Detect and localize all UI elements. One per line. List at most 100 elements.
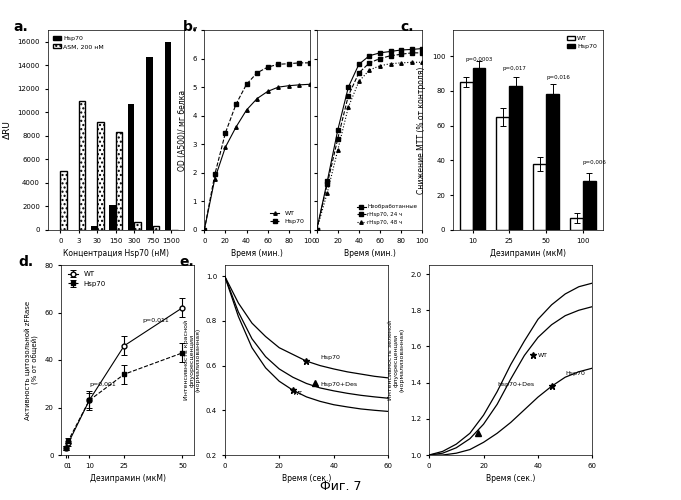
X-axis label: Время (мин.): Время (мин.) — [231, 249, 283, 258]
Hsp70+Des — [466, 430, 474, 436]
Hsp70 — [262, 334, 270, 340]
Bar — [128, 104, 134, 230]
Hsp70 — [507, 420, 515, 426]
Hsp70 — [370, 374, 379, 380]
WT — [262, 365, 270, 371]
WT — [289, 387, 297, 393]
Hsp70+Des — [439, 448, 447, 454]
Hsp70+Des — [561, 291, 569, 297]
Y-axis label: Интенсивность красной
флуоресценции
(нормализованная): Интенсивность красной флуоресценции (нор… — [184, 320, 200, 400]
Line: Hsp70+Des: Hsp70+Des — [429, 283, 592, 455]
WT — [232, 124, 240, 130]
WT — [425, 452, 433, 458]
Bar — [79, 100, 85, 230]
Hsp70 — [575, 369, 583, 375]
Hsp70 — [302, 358, 311, 364]
Text: p=0,0003: p=0,0003 — [466, 58, 493, 62]
Text: e.: e. — [179, 256, 193, 270]
WT — [534, 334, 542, 340]
Text: p=0,006: p=0,006 — [583, 160, 607, 165]
WT — [242, 107, 251, 113]
Bar — [546, 94, 559, 230]
X-axis label: Время (сек.): Время (сек.) — [282, 474, 331, 483]
Необработанные — [313, 227, 321, 233]
WT — [295, 82, 303, 88]
Legend: WT, Hsp70: WT, Hsp70 — [65, 268, 108, 289]
WT — [330, 402, 338, 407]
X-axis label: Время (мин.): Время (мин.) — [343, 249, 396, 258]
Hsp70 — [275, 344, 283, 350]
Hsp70+Des — [493, 388, 501, 394]
Bar — [134, 222, 141, 230]
Hsp70 — [330, 366, 338, 372]
Hsp70 — [452, 450, 460, 456]
Y-axis label: OD (A500)/ мг белка: OD (A500)/ мг белка — [178, 90, 187, 170]
Y-axis label: Снижение МТТ (% от контроля): Снижение МТТ (% от контроля) — [417, 66, 426, 194]
rHsp70, 48 ч — [365, 67, 373, 73]
Hsp70+Des — [289, 374, 297, 380]
Text: Hsp70: Hsp70 — [565, 372, 585, 376]
rHsp70, 24 ч — [344, 92, 353, 98]
Hsp70 — [561, 374, 569, 380]
Text: Hsp70+Des: Hsp70+Des — [497, 382, 535, 387]
rHsp70, 24 ч — [418, 50, 426, 56]
WT — [507, 376, 515, 382]
Необработанные — [386, 48, 394, 54]
WT — [302, 394, 311, 400]
X-axis label: Время (сек.): Время (сек.) — [486, 474, 535, 483]
Hsp70+Des — [479, 412, 488, 418]
WT — [221, 273, 229, 279]
Hsp70+Des — [575, 284, 583, 290]
Hsp70 — [253, 70, 261, 76]
Hsp70+Des — [425, 452, 433, 458]
Hsp70 — [479, 440, 488, 446]
Bar — [110, 206, 116, 230]
Hsp70 — [384, 375, 392, 381]
Text: Hsp70: Hsp70 — [320, 355, 340, 360]
WT — [452, 445, 460, 451]
rHsp70, 24 ч — [355, 70, 363, 76]
Hsp70 — [234, 300, 242, 306]
Text: WT: WT — [293, 390, 303, 396]
WT — [248, 344, 256, 350]
rHsp70, 24 ч — [407, 50, 415, 56]
Hsp70 — [548, 383, 556, 389]
WT — [561, 312, 569, 318]
Line: Hsp70: Hsp70 — [202, 61, 312, 232]
Необработанные — [407, 46, 415, 52]
Text: a.: a. — [14, 20, 29, 34]
Text: c.: c. — [400, 20, 414, 34]
Hsp70 — [274, 62, 282, 68]
Hsp70+Des — [302, 380, 311, 386]
Text: d.: d. — [19, 256, 34, 270]
Bar — [509, 86, 522, 230]
Hsp70 — [520, 407, 528, 413]
Line: Hsp70: Hsp70 — [225, 276, 388, 378]
Hsp70+Des — [370, 394, 379, 400]
rHsp70, 48 ч — [376, 62, 384, 68]
rHsp70, 24 ч — [365, 60, 373, 66]
Bar — [116, 132, 122, 230]
rHsp70, 24 ч — [397, 52, 405, 58]
Text: p=0,016: p=0,016 — [546, 74, 570, 80]
Line: Hsp70+Des: Hsp70+Des — [225, 276, 388, 398]
Hsp70 — [285, 60, 293, 66]
Hsp70 — [425, 452, 433, 458]
WT — [264, 88, 272, 94]
Hsp70+Des — [343, 390, 351, 396]
Bar — [533, 164, 546, 230]
Hsp70 — [493, 430, 501, 436]
Text: p=0,017: p=0,017 — [503, 66, 526, 71]
rHsp70, 24 ч — [323, 182, 331, 188]
Необработанные — [418, 46, 426, 52]
Hsp70+Des — [248, 336, 256, 342]
Hsp70 — [316, 362, 324, 368]
WT — [520, 352, 528, 358]
Hsp70 — [466, 446, 474, 452]
Hsp70+Des — [520, 338, 528, 344]
Необработанные — [355, 62, 363, 68]
Hsp70 — [210, 172, 219, 177]
WT — [575, 307, 583, 313]
WT — [493, 402, 501, 407]
Text: p=0,011: p=0,011 — [143, 318, 170, 323]
